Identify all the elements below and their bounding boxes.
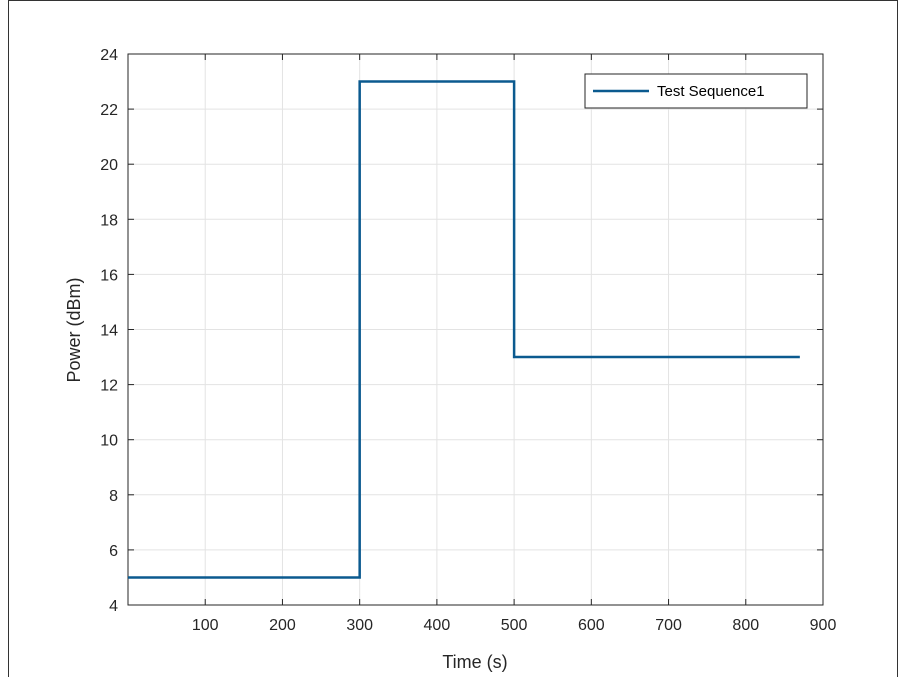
y-tick-label: 22: [100, 102, 118, 119]
x-tick-label: 700: [655, 617, 682, 634]
y-tick-label: 18: [100, 212, 118, 229]
x-tick-label: 200: [269, 617, 296, 634]
y-tick-label: 20: [100, 157, 118, 174]
y-tick-label: 4: [109, 598, 118, 615]
axes: 100 200 300 400 500 600 700 800 900 4 6 8 10 12 14 16 18…: [100, 47, 836, 634]
y-tick-label: 12: [100, 378, 118, 395]
series-line-test-sequence1: [128, 80, 800, 579]
x-tick-label: 600: [578, 617, 605, 634]
y-tick-label: 24: [100, 47, 118, 64]
figure-frame: [8, 0, 898, 677]
x-tick-label: 400: [424, 617, 451, 634]
x-axis-title: Time (s): [442, 652, 507, 672]
y-tick-label: 14: [100, 323, 118, 340]
x-tick-label: 100: [192, 617, 219, 634]
y-axis-title: Power (dBm): [64, 277, 84, 382]
legend-label: Test Sequence1: [657, 83, 765, 100]
x-tick-label: 500: [501, 617, 528, 634]
series-layer: [128, 80, 800, 579]
x-tick-label: 900: [810, 617, 837, 634]
y-tick-label: 10: [100, 433, 118, 450]
x-tick-label: 300: [346, 617, 373, 634]
y-tick-label: 6: [109, 543, 118, 560]
y-tick-label: 16: [100, 267, 118, 284]
x-tick-label: 800: [732, 617, 759, 634]
legend: Test Sequence1: [584, 73, 808, 109]
grid: [128, 53, 824, 606]
y-tick-label: 8: [109, 488, 118, 505]
